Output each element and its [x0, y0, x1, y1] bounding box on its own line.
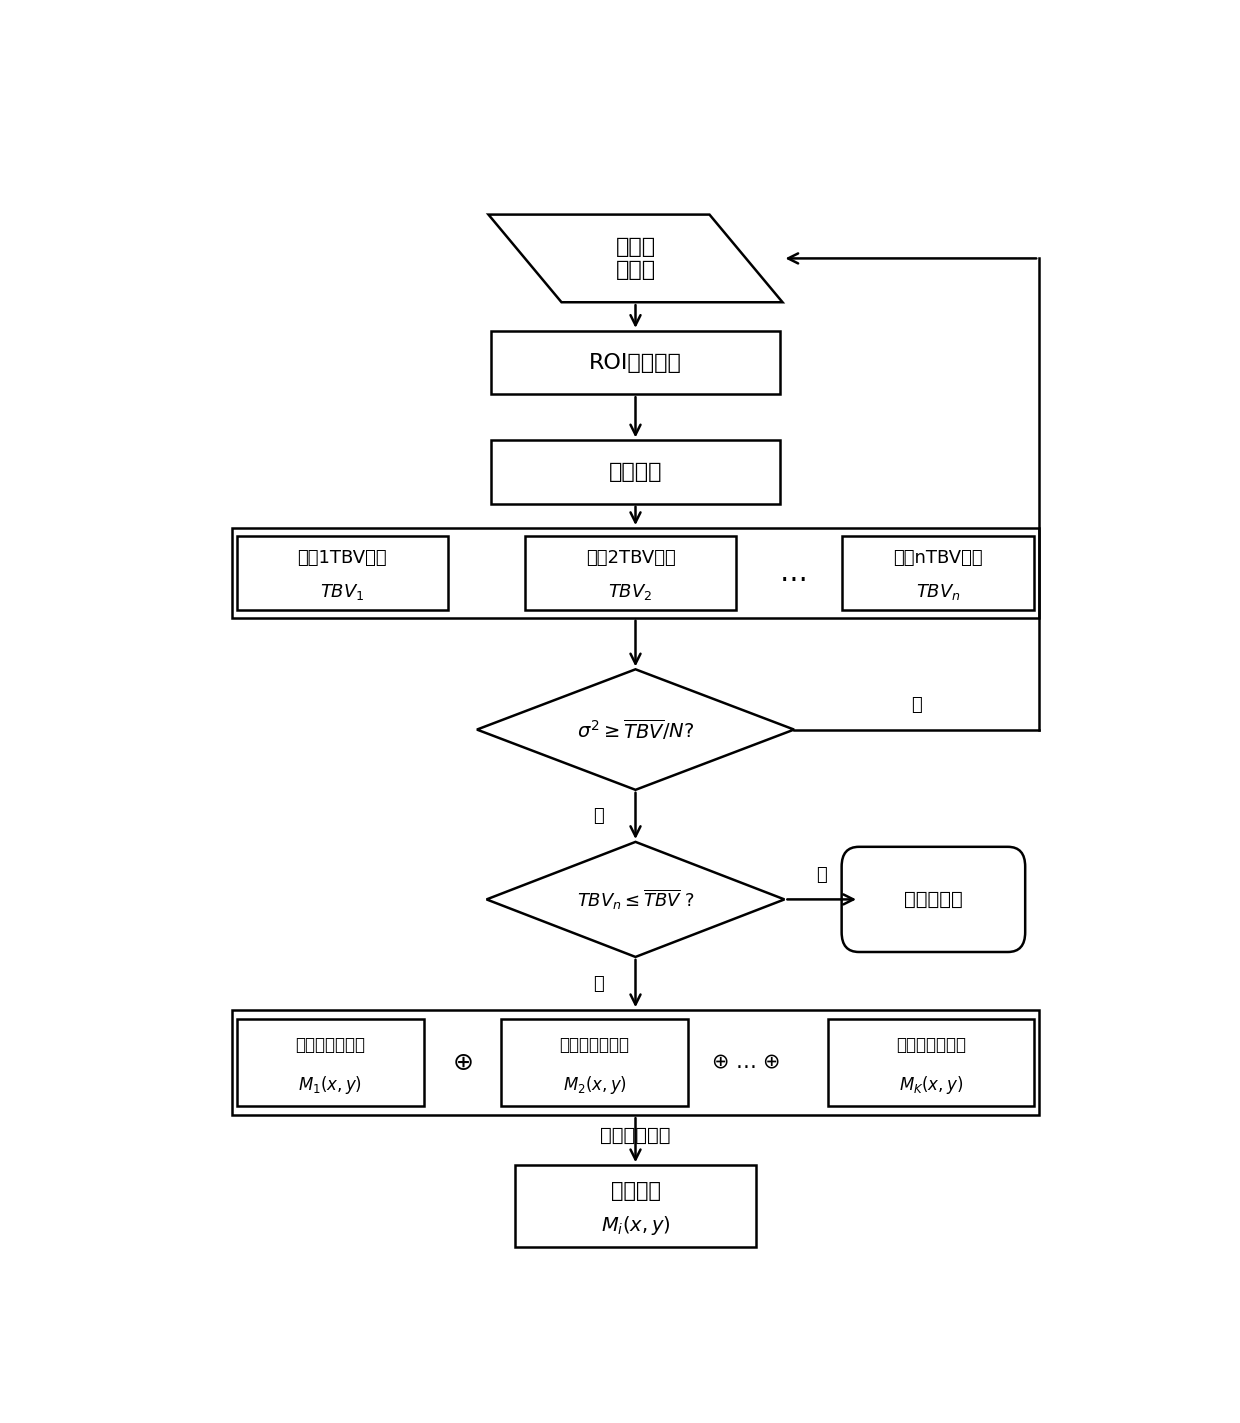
Text: 分块1TBV值：: 分块1TBV值： — [298, 548, 387, 566]
Text: $\oplus$ … $\oplus$: $\oplus$ … $\oplus$ — [712, 1053, 781, 1073]
FancyBboxPatch shape — [491, 330, 780, 394]
Text: 输入视
频图像: 输入视 频图像 — [615, 236, 656, 280]
Text: $TBV_1$: $TBV_1$ — [320, 582, 365, 602]
Text: 否: 否 — [911, 696, 923, 714]
Text: …: … — [780, 559, 808, 586]
FancyBboxPatch shape — [237, 1019, 424, 1107]
Text: 特征数据聚类: 特征数据聚类 — [600, 1126, 671, 1146]
Text: 否: 否 — [816, 867, 827, 884]
Text: 分块nTBV值：: 分块nTBV值： — [893, 548, 983, 566]
Text: 分块2TBV值：: 分块2TBV值： — [585, 548, 676, 566]
Text: $M_i(x, y)$: $M_i(x, y)$ — [600, 1214, 671, 1238]
Text: 非烟雾区域: 非烟雾区域 — [904, 889, 962, 909]
FancyBboxPatch shape — [237, 535, 448, 610]
Polygon shape — [477, 669, 794, 790]
Text: $\oplus$: $\oplus$ — [453, 1050, 472, 1074]
FancyBboxPatch shape — [525, 535, 737, 610]
FancyBboxPatch shape — [501, 1019, 688, 1107]
FancyBboxPatch shape — [232, 528, 1039, 618]
FancyBboxPatch shape — [842, 847, 1025, 952]
Text: 疑似火灾烟雾块: 疑似火灾烟雾块 — [559, 1036, 630, 1054]
Polygon shape — [489, 215, 782, 302]
Text: $\sigma^2 \geq \overline{TBV}/N?$: $\sigma^2 \geq \overline{TBV}/N?$ — [577, 717, 694, 741]
Text: 是: 是 — [594, 975, 604, 992]
Text: 疑似火灾烟雾块: 疑似火灾烟雾块 — [295, 1036, 366, 1054]
FancyBboxPatch shape — [828, 1019, 1034, 1107]
Text: ROI区域提取: ROI区域提取 — [589, 353, 682, 373]
FancyBboxPatch shape — [232, 1010, 1039, 1116]
Polygon shape — [486, 842, 785, 956]
Text: $M_K(x, y)$: $M_K(x, y)$ — [899, 1073, 963, 1096]
Text: 图像分块: 图像分块 — [609, 462, 662, 482]
Text: $M_2(x, y)$: $M_2(x, y)$ — [563, 1073, 626, 1096]
Text: $TBV_n$: $TBV_n$ — [916, 582, 961, 602]
FancyBboxPatch shape — [491, 440, 780, 504]
Text: 疑似火灾烟雾块: 疑似火灾烟雾块 — [897, 1036, 966, 1054]
Text: $TBV_2$: $TBV_2$ — [609, 582, 653, 602]
Text: 是: 是 — [594, 807, 604, 825]
Text: $M_1(x, y)$: $M_1(x, y)$ — [299, 1073, 362, 1096]
Text: 烟雾区域: 烟雾区域 — [610, 1181, 661, 1201]
Text: $TBV_n \leq \overline{TBV}$ ?: $TBV_n \leq \overline{TBV}$ ? — [577, 887, 694, 912]
FancyBboxPatch shape — [516, 1165, 755, 1248]
FancyBboxPatch shape — [842, 535, 1034, 610]
